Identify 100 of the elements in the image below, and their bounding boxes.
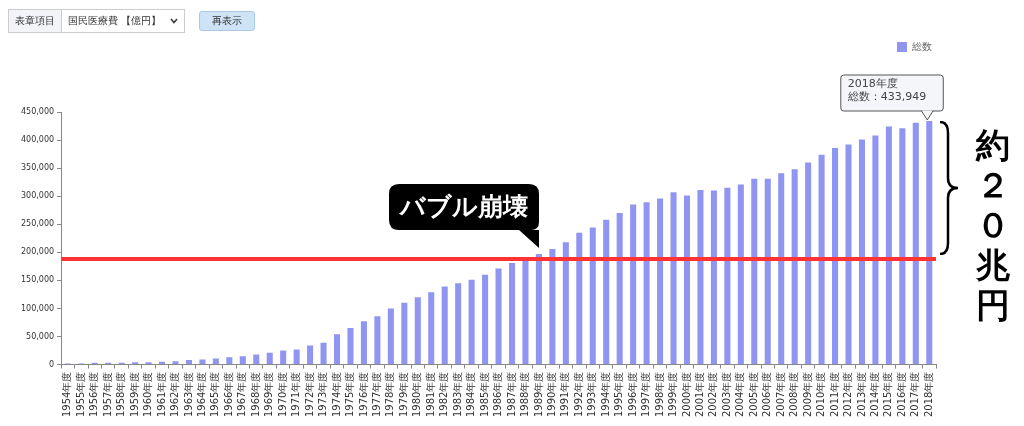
- bar: [630, 204, 637, 365]
- y-tick-label: 0: [48, 359, 55, 369]
- bar: [710, 190, 717, 365]
- x-tick-label: 1981年度: [424, 371, 436, 417]
- x-tick-label: 1987年度: [505, 371, 517, 417]
- bar: [643, 202, 650, 365]
- x-tick-label: 1970年度: [276, 371, 288, 417]
- x-tick-label: 1995年度: [613, 371, 625, 417]
- x-tick-label: 1983年度: [451, 371, 463, 417]
- bar: [535, 253, 542, 365]
- x-tick-label: 1997年度: [640, 371, 652, 417]
- bar: [401, 302, 408, 365]
- x-tick-label: 1992年度: [572, 371, 584, 417]
- x-tick-label: 1978年度: [384, 371, 396, 417]
- bar: [683, 195, 691, 365]
- speech-bubble: バブル崩壊: [388, 184, 541, 250]
- x-tick-label: 1989年度: [532, 371, 544, 417]
- x-tick-label: 2006年度: [761, 371, 773, 417]
- bar: [307, 345, 314, 365]
- bar: [428, 292, 435, 365]
- x-tick-label: 1986年度: [492, 371, 504, 417]
- x-tick-label: 1972年度: [303, 371, 315, 417]
- bar: [333, 334, 341, 365]
- bar: [805, 162, 812, 365]
- bar: [845, 144, 852, 365]
- x-tick-label: 2010年度: [815, 371, 827, 417]
- x-tick-label: 1955年度: [74, 371, 86, 417]
- bar: [172, 361, 179, 365]
- x-tick-label: 2005年度: [747, 371, 759, 417]
- y-tick-label: 100,000: [20, 303, 55, 313]
- x-tick-label: 1971年度: [290, 371, 302, 417]
- y-tick-label: 450,000: [20, 107, 55, 117]
- x-tick-label: 1962年度: [169, 371, 181, 417]
- y-tick-label: 50,000: [26, 331, 55, 341]
- x-tick-label: 2009年度: [801, 371, 813, 417]
- bar: [697, 190, 704, 365]
- x-tick-label: 2017年度: [909, 371, 921, 417]
- bar: [455, 283, 462, 365]
- bar: [657, 198, 664, 365]
- bar: [522, 259, 529, 365]
- bar: [791, 169, 798, 365]
- x-tick-label: 1964年度: [196, 371, 208, 417]
- bar: [912, 122, 919, 365]
- bar: [724, 187, 731, 365]
- x-tick-label: 2000年度: [680, 371, 692, 417]
- y-tick-label: 300,000: [20, 191, 55, 201]
- bar: [374, 316, 381, 365]
- bar: [589, 227, 596, 365]
- x-tick-label: 1994年度: [599, 371, 611, 417]
- x-tick-label: 1958年度: [115, 371, 127, 417]
- x-tick-label: 2015年度: [882, 371, 894, 417]
- bar: [360, 321, 367, 365]
- bar: [508, 262, 516, 365]
- bar: [226, 357, 233, 365]
- bar: [562, 242, 569, 365]
- x-tick-label: 2003年度: [720, 371, 732, 417]
- x-tick-label: 2016年度: [895, 371, 907, 417]
- x-tick-label: 1965年度: [209, 371, 221, 417]
- bar: [885, 126, 892, 365]
- bar: [441, 286, 448, 365]
- x-tick-label: 1975年度: [344, 371, 356, 417]
- x-tick-label: 1996年度: [626, 371, 638, 417]
- annotation: バブル崩壊: [398, 191, 529, 224]
- x-tick-label: 1979年度: [397, 371, 409, 417]
- x-tick-label: 1977年度: [370, 371, 382, 417]
- text: 約２０兆円: [974, 125, 1011, 325]
- bar: [414, 297, 421, 365]
- x-tick-label: 2007年度: [774, 371, 786, 417]
- x-tick-label: 2012年度: [842, 371, 854, 417]
- bar: [549, 248, 556, 365]
- text: 国民医療費 【億円】: [68, 14, 162, 28]
- bar: [818, 154, 825, 365]
- x-tick-label: 1985年度: [478, 371, 490, 417]
- bar: [872, 135, 879, 365]
- y-tick-label: 150,000: [20, 275, 55, 285]
- x-tick-label: 1974年度: [330, 371, 342, 417]
- x-tick-label: 1991年度: [559, 371, 571, 417]
- x-tick-label: 1999年度: [667, 371, 679, 417]
- bar: [387, 308, 394, 365]
- x-tick-label: 1990年度: [545, 371, 557, 417]
- x-tick-label: 1956年度: [88, 371, 100, 417]
- x-tick-label: 1960年度: [142, 371, 154, 417]
- category-label: 2018年度: [847, 77, 898, 91]
- bar: [293, 349, 300, 365]
- x-tick-label: 1984年度: [465, 371, 477, 417]
- bar: [603, 219, 610, 365]
- x-tick-label: 1961年度: [155, 371, 167, 417]
- x-tick-label: 1957年度: [101, 371, 113, 417]
- bar: [858, 139, 865, 365]
- bar: [320, 342, 327, 365]
- annotation: 総数：433,949: [846, 90, 927, 104]
- bar: [495, 268, 502, 365]
- bar: [832, 147, 839, 365]
- text: 再表示: [199, 11, 255, 31]
- x-tick-label: 1967年度: [236, 371, 248, 417]
- x-tick-label: 2004年度: [734, 371, 746, 417]
- bar: [670, 192, 677, 365]
- y-tick-label: 200,000: [20, 247, 55, 257]
- bar: [280, 350, 287, 365]
- x-tick-label: 1968年度: [249, 371, 261, 417]
